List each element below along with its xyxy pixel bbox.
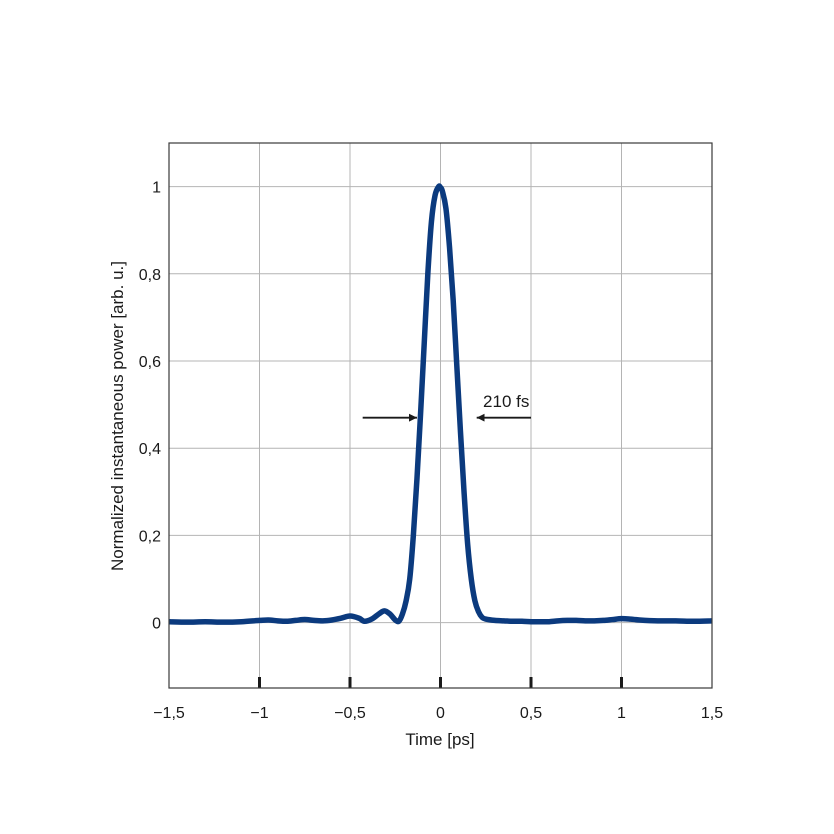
series-group (169, 183, 712, 625)
y-tick-label: 0,8 (139, 267, 161, 284)
annotation-label: 210 fs (483, 392, 529, 411)
x-tick-label: 1 (617, 705, 626, 722)
annotations: 210 fs (362, 392, 531, 422)
x-axis-label: Time [ps] (405, 730, 474, 749)
x-tick-label: 1,5 (701, 705, 723, 722)
x-tick-label: −1 (250, 705, 268, 722)
x-axis-ticks (258, 677, 623, 688)
y-axis-label: Normalized instantaneous power [arb. u.] (108, 261, 127, 571)
x-tick-label: 0 (436, 705, 445, 722)
series-line (169, 183, 712, 625)
x-tick-label: −1,5 (153, 705, 185, 722)
y-tick-label: 0,4 (139, 441, 161, 458)
y-tick-label: 1 (152, 180, 161, 197)
y-tick-label: 0,6 (139, 354, 161, 371)
y-tick-label: 0 (152, 616, 161, 633)
y-tick-labels: 0 0,2 0,4 0,6 0,8 1 (139, 180, 161, 633)
x-tick-labels: −1,5 −1 −0,5 0 0,5 1 1,5 (153, 705, 723, 722)
y-tick-label: 0,2 (139, 528, 161, 545)
x-tick-label: 0,5 (520, 705, 542, 722)
plot-frame (168, 142, 713, 689)
x-tick-label: −0,5 (334, 705, 366, 722)
